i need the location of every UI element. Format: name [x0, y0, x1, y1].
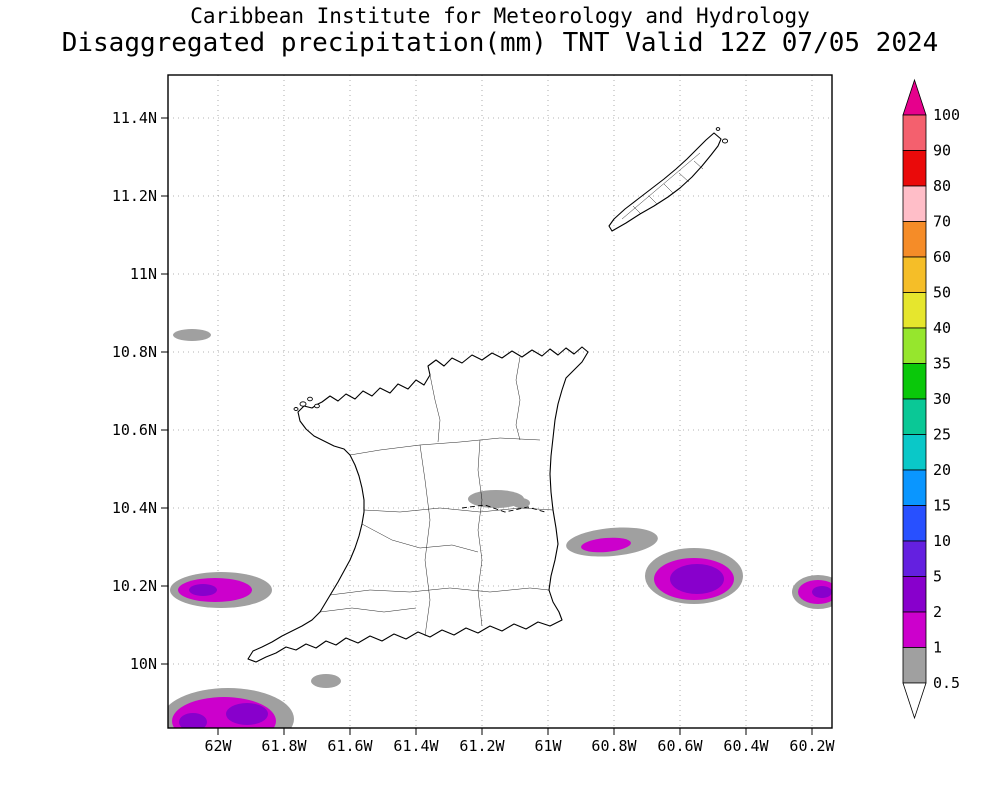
colorbar-segment	[902, 434, 927, 471]
colorbar-segment	[902, 150, 927, 187]
precip-blob-gray	[468, 490, 524, 508]
admin-boundary	[349, 437, 541, 456]
lat-label: 10.2N	[112, 577, 157, 595]
lon-label: 61.4W	[393, 737, 439, 755]
colorbar-segment	[902, 576, 927, 613]
colorbar-label: 40	[933, 319, 951, 337]
islet	[314, 403, 320, 409]
colorbar-segment	[902, 469, 927, 506]
admin-boundary	[329, 587, 550, 596]
precip-blob-magenta	[581, 537, 631, 553]
admin-boundary	[648, 195, 658, 205]
colorbar-label: 60	[933, 248, 951, 266]
colorbar-segment	[902, 647, 927, 684]
colorbar-label: 25	[933, 426, 951, 444]
colorbar-label: 30	[933, 390, 951, 408]
precip-blob-purple	[670, 564, 724, 594]
precip-blob-gray	[512, 498, 530, 508]
colorbar-segment	[902, 540, 927, 577]
colorbar-label: 15	[933, 497, 951, 515]
colorbar-label: 20	[933, 461, 951, 479]
admin-boundary	[621, 152, 701, 220]
trinidad-coastline	[247, 346, 589, 663]
colorbar-segment	[902, 398, 927, 435]
lat-label: 10N	[130, 655, 157, 673]
lon-label: 60.2W	[789, 737, 835, 755]
tobago-coastline	[608, 132, 722, 232]
colorbar-label: 50	[933, 284, 951, 302]
admin-boundary-dashed	[461, 504, 546, 513]
colorbar-segment	[902, 327, 927, 364]
lon-label: 61.8W	[261, 737, 307, 755]
colorbar-over-triangle	[902, 78, 927, 116]
precip-blob-gray	[311, 674, 341, 688]
lat-axis: 11.4N 11.2N 11N 10.8N 10.6N 10.4N 10.2N …	[112, 109, 168, 673]
colorbar-segment	[902, 221, 927, 258]
admin-boundary	[678, 172, 690, 183]
precip-blob-purple	[189, 584, 217, 596]
precip-blob-purple	[179, 713, 207, 728]
islet	[721, 138, 729, 144]
lat-label: 10.8N	[112, 343, 157, 361]
lon-label: 60.4W	[723, 737, 769, 755]
lon-label: 61.2W	[459, 737, 505, 755]
colorbar-label: 2	[933, 603, 942, 621]
lon-label: 62W	[204, 737, 232, 755]
admin-boundary	[693, 160, 704, 170]
lat-label: 11.4N	[112, 109, 157, 127]
admin-boundary	[632, 205, 642, 215]
colorbar-segment	[902, 114, 927, 151]
islet	[299, 401, 307, 407]
admin-boundary	[429, 374, 441, 443]
admin-boundary	[477, 439, 483, 627]
figure-title-institute: Caribbean Institute for Meteorology and …	[190, 4, 810, 28]
lat-label: 11N	[130, 265, 157, 283]
islet	[715, 127, 721, 131]
colorbar-segment	[902, 611, 927, 648]
admin-boundary	[663, 183, 674, 194]
precip-blob-gray	[173, 329, 211, 341]
colorbar-segment	[902, 505, 927, 542]
colorbar-label: 90	[933, 142, 951, 160]
lon-axis: 62W 61.8W 61.6W 61.4W 61.2W 61W 60.8W 60…	[204, 728, 836, 755]
admin-boundary	[419, 444, 431, 637]
admin-boundary	[319, 607, 417, 613]
lat-label: 11.2N	[112, 187, 157, 205]
colorbar-segment	[902, 256, 927, 293]
colorbar-label: 100	[933, 106, 960, 124]
colorbar-label: 10	[933, 532, 951, 550]
colorbar-label: 70	[933, 213, 951, 231]
colorbar-label: 0.5	[933, 674, 960, 692]
admin-boundary	[515, 356, 521, 441]
admin-boundary	[361, 523, 479, 553]
figure-title-product: Disaggregated precipitation(mm) TNT Vali…	[61, 28, 939, 58]
colorbar-label: 35	[933, 355, 951, 373]
lat-label: 10.6N	[112, 421, 157, 439]
lon-label: 61W	[534, 737, 562, 755]
colorbar: 100 90 80 70 60 50 40 35 30 25 20 15 10 …	[902, 78, 960, 720]
precip-blob-purple	[226, 703, 268, 725]
precip-blob-purple	[812, 586, 832, 598]
colorbar-under-triangle	[902, 682, 927, 720]
colorbar-label: 5	[933, 568, 942, 586]
lat-label: 10.4N	[112, 499, 157, 517]
colorbar-label: 80	[933, 177, 951, 195]
precip-shading	[168, 329, 832, 728]
map-frame	[167, 74, 833, 729]
lon-label: 60.6W	[657, 737, 703, 755]
coastlines	[247, 127, 729, 663]
islet	[307, 396, 313, 402]
colorbar-segment	[902, 363, 927, 400]
colorbar-segment	[902, 185, 927, 222]
islet	[293, 407, 299, 411]
colorbar-label: 1	[933, 639, 942, 657]
gridlines	[168, 75, 832, 728]
lon-label: 61.6W	[327, 737, 373, 755]
lon-label: 60.8W	[591, 737, 637, 755]
colorbar-segment	[902, 292, 927, 329]
admin-boundary	[363, 507, 554, 513]
